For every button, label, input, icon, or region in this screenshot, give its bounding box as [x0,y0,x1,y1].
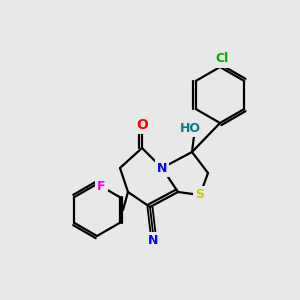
Text: HO: HO [179,122,200,134]
Text: F: F [97,181,106,194]
Text: N: N [157,161,167,175]
Text: Cl: Cl [215,52,229,65]
Text: S: S [196,188,205,202]
Text: O: O [136,118,148,132]
Text: N: N [148,235,158,248]
